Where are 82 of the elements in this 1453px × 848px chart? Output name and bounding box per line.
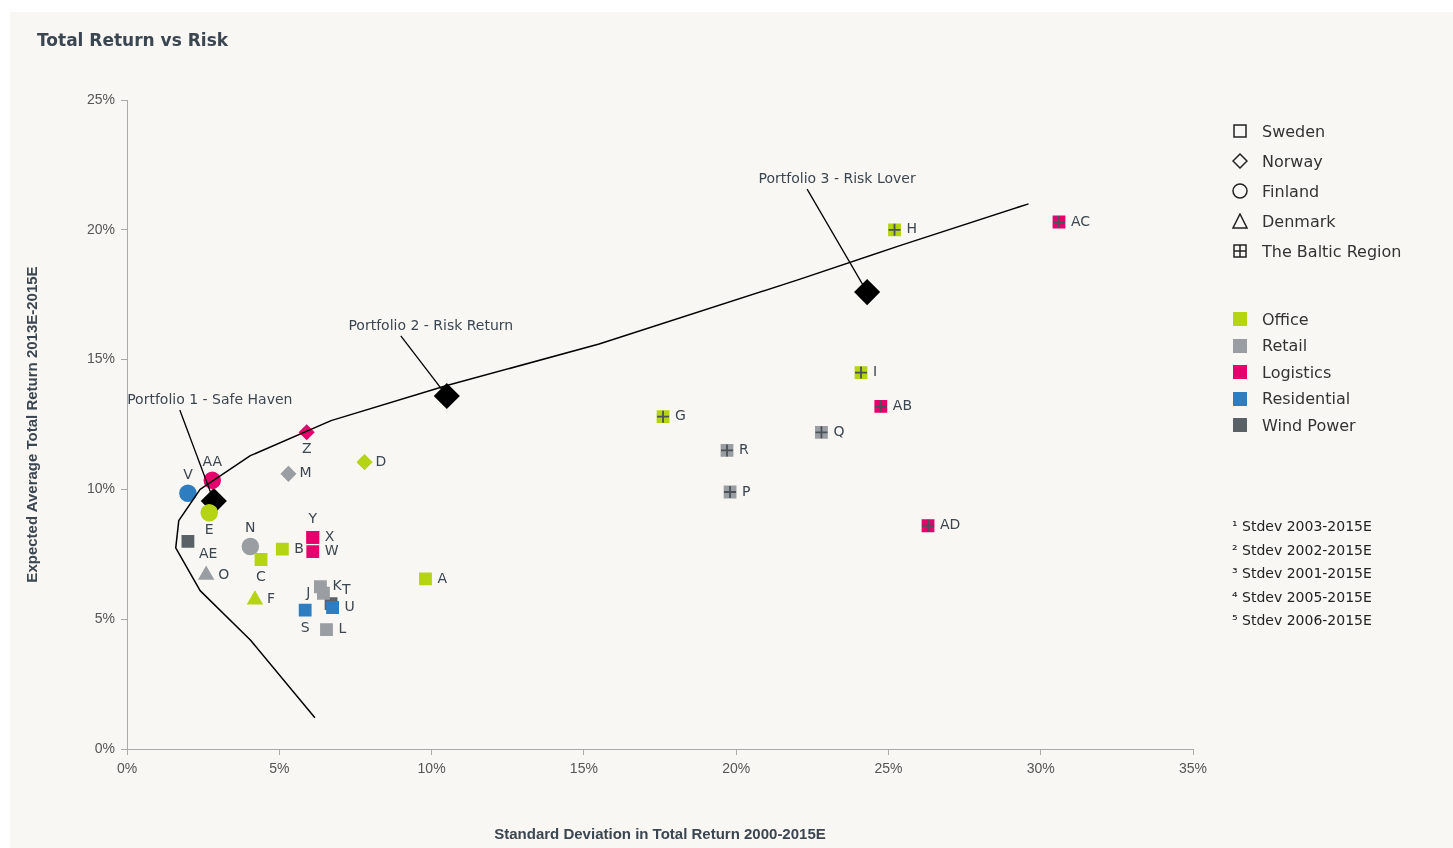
data-label: P xyxy=(742,482,751,499)
point xyxy=(326,601,339,614)
x-tick-label: 0% xyxy=(116,760,138,777)
point xyxy=(254,553,268,566)
point xyxy=(356,454,373,470)
legend-label: Residential xyxy=(1262,389,1351,409)
point xyxy=(306,545,320,559)
data-label: R xyxy=(739,441,750,458)
data-label: AA xyxy=(202,452,223,469)
legend-label: Office xyxy=(1262,309,1309,329)
y-tick-label: 0% xyxy=(94,739,115,756)
legend-label: Logistics xyxy=(1262,362,1332,382)
data-label: T xyxy=(341,581,352,598)
data-label: I xyxy=(873,363,878,380)
point xyxy=(854,279,880,305)
data-label: H xyxy=(906,220,918,237)
annotation: Portfolio 1 - Safe Haven xyxy=(127,390,293,407)
annotation: Portfolio 3 - Risk Lover xyxy=(758,169,916,186)
data-label: X xyxy=(324,528,335,545)
y-axis-title: Expected Average Total Return 2013E-2015E xyxy=(23,266,41,583)
y-tick-label: 15% xyxy=(86,350,115,367)
data-label: AD xyxy=(940,516,961,533)
y-tick-label: 5% xyxy=(94,610,115,627)
data-label: AB xyxy=(892,396,912,413)
x-tick-label: 30% xyxy=(1026,760,1055,777)
point xyxy=(200,504,218,522)
point xyxy=(320,623,333,636)
legend-label: Sweden xyxy=(1262,121,1326,141)
point xyxy=(419,572,432,586)
x-tick-label: 25% xyxy=(874,760,903,777)
data-label: W xyxy=(324,542,339,559)
x-tick-label: 10% xyxy=(417,760,446,777)
data-label: N xyxy=(245,519,256,536)
data-label: S xyxy=(300,618,310,635)
point xyxy=(179,484,197,503)
data-label: AE xyxy=(198,544,218,561)
data-label: G xyxy=(675,407,686,424)
legend-label: Wind Power xyxy=(1262,415,1356,435)
y-tick-label: 20% xyxy=(86,220,115,237)
x-tick-label: 35% xyxy=(1178,760,1208,777)
data-label: C xyxy=(256,568,267,585)
x-tick-label: 20% xyxy=(722,760,751,777)
y-tick-label: 10% xyxy=(86,480,115,497)
legend-label: The Baltic Region xyxy=(1262,241,1402,261)
point xyxy=(314,580,327,594)
point xyxy=(275,542,289,556)
data-label: D xyxy=(375,452,387,469)
chart-title: Total Return vs Risk xyxy=(37,30,229,50)
y-tick-label: 25% xyxy=(86,90,115,107)
legend-label: Finland xyxy=(1262,181,1320,201)
legend-label: Norway xyxy=(1262,151,1323,171)
text: ² Stdev 2002-2015E xyxy=(1232,540,1372,560)
x-axis-title: Standard Deviation in Total Return 2000-2015E xyxy=(494,825,826,843)
data-label: Y xyxy=(307,510,318,527)
data-label: U xyxy=(344,598,355,615)
data-label: Z xyxy=(301,439,312,456)
x-tick-label: 5% xyxy=(269,760,290,777)
data-label: O xyxy=(218,565,230,582)
data-label: L xyxy=(338,620,347,637)
text: ⁴ Stdev 2005-2015E xyxy=(1232,587,1372,607)
x-tick-label: 15% xyxy=(569,760,598,777)
data-label: B xyxy=(294,539,304,556)
data-label: F xyxy=(266,590,275,607)
text: ³ Stdev 2001-2015E xyxy=(1232,564,1372,583)
data-label: J xyxy=(305,583,311,600)
data-label: M xyxy=(299,464,312,481)
data-label: E xyxy=(204,521,214,538)
data-label: AC xyxy=(1070,212,1091,229)
data-label: K xyxy=(332,577,343,594)
point xyxy=(298,603,312,617)
point xyxy=(181,534,195,548)
data-label: A xyxy=(437,569,448,586)
annotation: Portfolio 2 - Risk Return xyxy=(348,316,514,333)
point xyxy=(434,383,460,409)
legend-label: Retail xyxy=(1262,336,1308,356)
point xyxy=(280,466,297,482)
data-label: V xyxy=(183,465,194,482)
legend-label: Denmark xyxy=(1262,211,1336,231)
text: ¹ Stdev 2003-2015E xyxy=(1232,517,1372,536)
text: ⁵ Stdev 2006-2015E xyxy=(1232,611,1372,630)
data-label: Q xyxy=(833,422,845,439)
point xyxy=(241,537,260,556)
